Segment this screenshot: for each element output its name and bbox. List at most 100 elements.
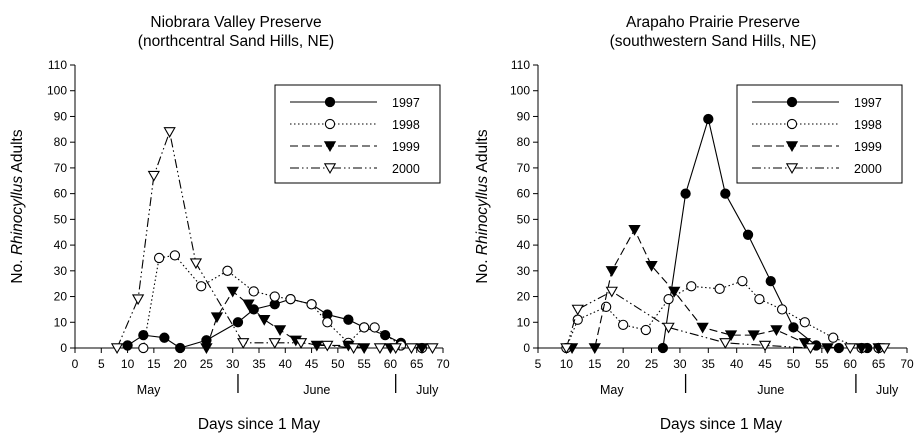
- x-tick-label: 20: [173, 357, 187, 371]
- legend-label-1997: 1997: [854, 96, 882, 110]
- data-point-2000: [804, 343, 817, 355]
- data-point-1999: [798, 338, 811, 349]
- y-axis-title-part: Rhinocyllus: [9, 176, 26, 256]
- data-point-1999: [696, 322, 709, 334]
- data-point-1998: [663, 293, 674, 305]
- data-point-2000: [373, 343, 387, 355]
- series-1998: [138, 250, 428, 354]
- chart-title-line: Arapaho Prairie Preserve: [626, 14, 800, 31]
- y-tick-label: 110: [511, 58, 530, 72]
- chart-title-line: (northcentral Sand Hills, NE): [138, 33, 334, 50]
- data-point-1998: [222, 265, 233, 276]
- data-point-1999: [628, 224, 641, 236]
- data-point-2000: [189, 258, 203, 270]
- data-point-2000: [110, 343, 124, 355]
- series-line-1999: [205, 290, 422, 349]
- data-point-2000: [662, 322, 675, 334]
- x-tick-label: 25: [645, 357, 659, 371]
- x-tick-label: 40: [730, 357, 744, 371]
- data-point-2000: [571, 304, 584, 316]
- data-point-1997: [122, 340, 133, 351]
- data-point-1997: [138, 329, 149, 341]
- x-tick-label: 50: [331, 357, 345, 371]
- data-point-1998: [138, 342, 149, 354]
- data-point-2000: [605, 286, 618, 298]
- legend-marker-1999: [323, 141, 337, 153]
- data-point-1997: [720, 188, 731, 199]
- legend-marker-1997: [786, 96, 798, 108]
- data-point-1999: [605, 266, 618, 277]
- data-point-1997: [232, 317, 244, 328]
- data-point-1998: [618, 319, 629, 330]
- data-point-1999: [645, 260, 658, 272]
- y-tick-label: 100: [510, 84, 530, 98]
- data-point-1999: [770, 325, 783, 337]
- y-tick-label: 50: [54, 212, 68, 226]
- data-point-1997: [680, 188, 691, 199]
- x-tick-label: 25: [200, 357, 214, 371]
- y-tick-label: 80: [54, 135, 68, 149]
- data-point-1997: [788, 322, 799, 333]
- y-axis-title: No. Rhinocyllus Adults: [474, 129, 491, 283]
- data-point-1997: [765, 275, 776, 287]
- data-point-1999: [588, 343, 601, 355]
- month-label: July: [416, 383, 439, 397]
- data-point-2000: [147, 170, 161, 182]
- y-tick-label: 100: [47, 84, 67, 98]
- series-line-1999: [572, 228, 879, 349]
- data-point-2000: [163, 127, 176, 138]
- data-point-2000: [237, 338, 250, 349]
- month-label: May: [137, 383, 161, 397]
- data-point-1998: [828, 332, 839, 343]
- y-tick-label: 60: [54, 187, 68, 201]
- x-tick-label: 30: [673, 357, 687, 371]
- series-line-2000: [565, 290, 885, 349]
- chart-title-line: Niobrara Valley Preserve: [150, 14, 321, 31]
- data-point-1997: [380, 329, 391, 341]
- data-point-1997: [159, 332, 170, 343]
- x-tick-label: 5: [535, 357, 542, 371]
- data-point-1998: [754, 293, 765, 305]
- data-point-1998: [358, 322, 370, 333]
- month-label: June: [757, 383, 784, 397]
- x-tick-label: 15: [147, 357, 161, 371]
- x-tick-label: 70: [436, 357, 450, 371]
- x-tick-label: 45: [305, 357, 319, 371]
- chart-panel-arapaho: Arapaho Prairie Preserve (southwestern Sa…: [474, 14, 914, 433]
- data-point-1999: [668, 286, 681, 298]
- y-axis-title-part: Adults: [9, 129, 26, 176]
- data-point-1998: [285, 293, 296, 305]
- legend: 1997 1998 1999 2000: [274, 84, 441, 184]
- series-2000: [110, 127, 439, 355]
- x-tick-label: 65: [410, 357, 424, 371]
- data-point-1998: [640, 324, 652, 336]
- data-point-1999: [724, 330, 738, 342]
- y-axis-title: No. Rhinocyllus Adults: [9, 129, 26, 283]
- x-tick-label: 60: [384, 357, 398, 371]
- x-tick-label: 15: [588, 357, 602, 371]
- legend-marker-1999: [785, 141, 799, 153]
- data-point-2000: [844, 343, 857, 355]
- y-tick-label: 90: [54, 109, 68, 123]
- x-tick-label: 55: [357, 357, 371, 371]
- data-point-2000: [294, 338, 308, 349]
- data-point-1998: [737, 275, 748, 287]
- y-tick-label: 0: [60, 341, 67, 355]
- data-point-1998: [686, 281, 697, 292]
- y-tick-label: 60: [517, 187, 531, 201]
- chart-title-line: (southwestern Sand Hills, NE): [610, 33, 817, 50]
- data-point-1998: [776, 304, 788, 315]
- data-point-1997: [657, 342, 669, 354]
- y-tick-label: 20: [54, 290, 68, 304]
- data-point-1998: [269, 291, 280, 302]
- data-point-2000: [321, 340, 334, 352]
- y-tick-label: 10: [517, 315, 531, 329]
- data-point-1998: [169, 250, 181, 261]
- y-tick-label: 70: [517, 161, 531, 175]
- data-point-2000: [131, 294, 145, 306]
- x-tick-label: 50: [787, 357, 801, 371]
- x-tick-label: 70: [900, 357, 914, 371]
- x-tick-label: 10: [121, 357, 135, 371]
- month-label: July: [876, 383, 899, 397]
